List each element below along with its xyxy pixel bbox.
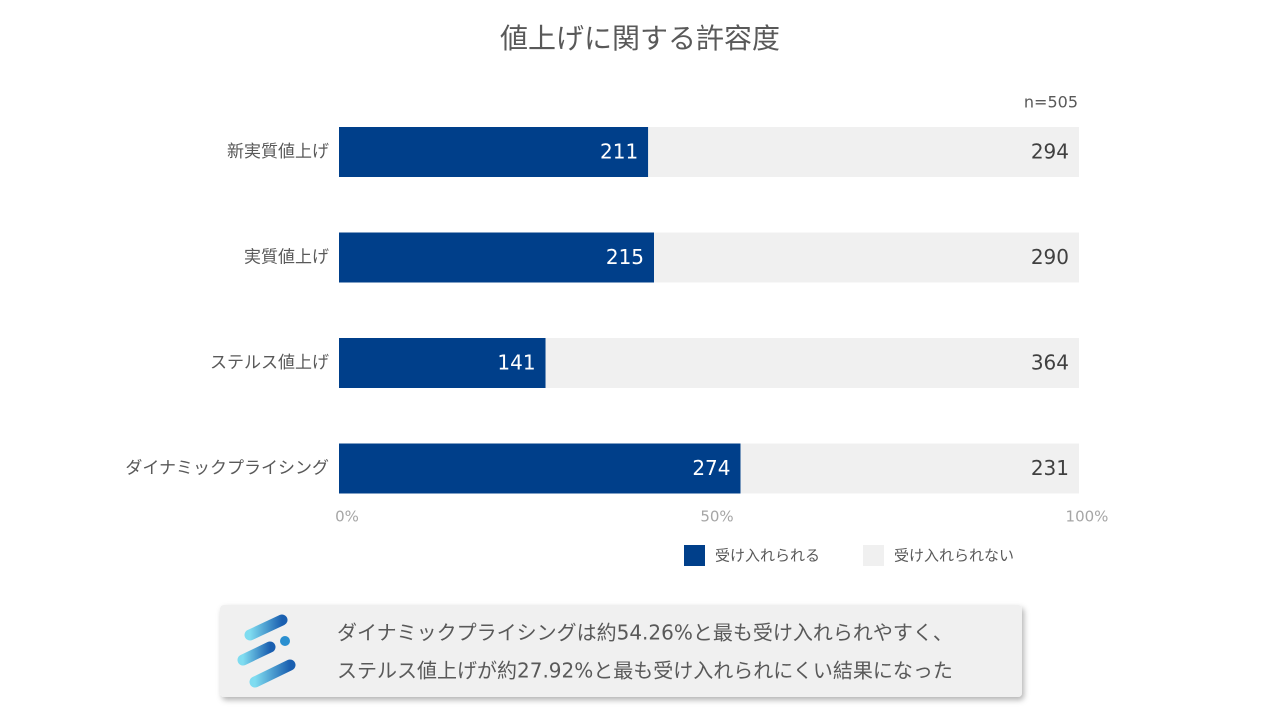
y-tick-label: 実質値上げ bbox=[244, 248, 329, 268]
bar-segment bbox=[654, 232, 1079, 283]
x-tick-label: 0% bbox=[335, 508, 359, 526]
bar-segment bbox=[339, 127, 649, 177]
bar-segment bbox=[648, 127, 1079, 177]
annotation-box bbox=[220, 605, 1022, 697]
annotation-icon bbox=[237, 614, 296, 688]
y-tick-label: ステルス値上げ bbox=[210, 353, 329, 373]
value-label: 141 bbox=[497, 351, 535, 375]
value-label: 215 bbox=[606, 245, 644, 269]
bar-segment bbox=[339, 232, 655, 283]
value-label: 290 bbox=[1031, 245, 1069, 269]
legend-swatch bbox=[863, 545, 884, 566]
value-label: 231 bbox=[1031, 456, 1069, 480]
bar-segment bbox=[339, 443, 741, 494]
legend-label: 受け入れられる bbox=[715, 547, 820, 565]
sample-size: n=505 bbox=[1024, 93, 1078, 112]
bar-segment bbox=[545, 338, 1079, 388]
x-tick-label: 100% bbox=[1066, 508, 1109, 526]
value-label: 274 bbox=[692, 456, 730, 480]
chart-title: 値上げに関する許容度 bbox=[500, 22, 780, 55]
legend-label: 受け入れられない bbox=[894, 547, 1014, 565]
y-tick-label: 新実質値上げ bbox=[227, 142, 329, 162]
value-label: 294 bbox=[1031, 140, 1069, 164]
bar-segment bbox=[339, 338, 546, 388]
value-label: 211 bbox=[600, 140, 638, 164]
bar-segment bbox=[740, 443, 1079, 494]
y-tick-label: ダイナミックプライシング bbox=[125, 459, 329, 479]
annotation-text: ステルス値上げが約27.92%と最も受け入れられにくい結果になった bbox=[337, 659, 953, 683]
value-label: 364 bbox=[1031, 351, 1069, 375]
x-tick-label: 50% bbox=[700, 508, 733, 526]
legend-swatch bbox=[684, 545, 705, 566]
annotation-text: ダイナミックプライシングは約54.26%と最も受け入れられやすく、 bbox=[337, 621, 953, 645]
